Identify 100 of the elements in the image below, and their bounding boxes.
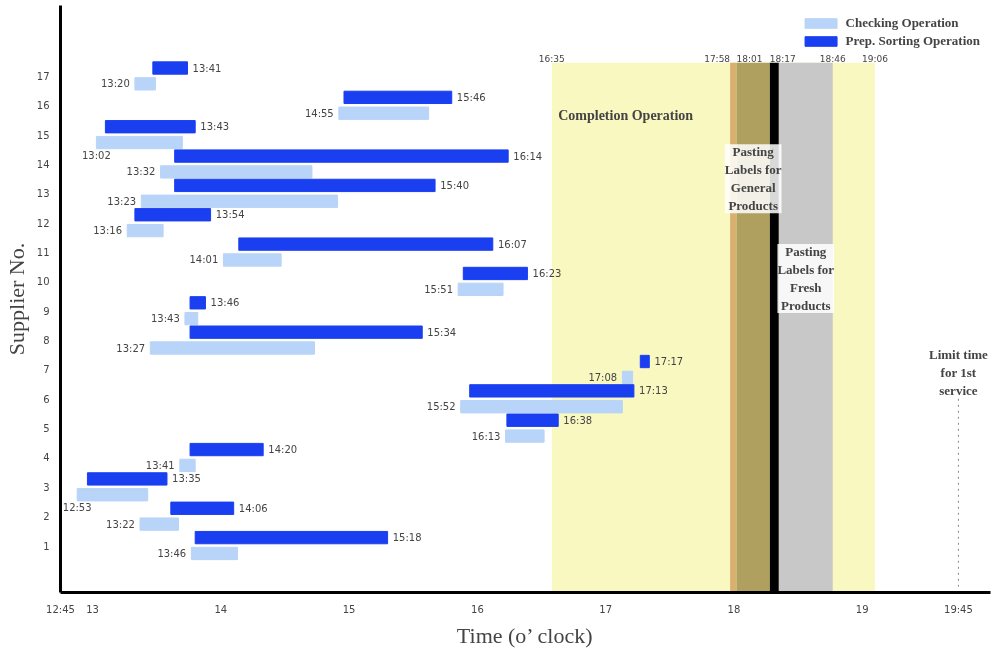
y-tick-label: 17 xyxy=(36,70,50,82)
ref-line-label: Limit time for 1st service xyxy=(929,346,989,398)
bar xyxy=(189,442,264,457)
annotation: 13:43 xyxy=(200,121,230,133)
bar xyxy=(95,135,183,150)
x-tick-label: 17 xyxy=(599,603,613,615)
x-tick-label: 13 xyxy=(86,603,99,615)
annotation: 13:43 xyxy=(150,313,180,325)
annotation: 14:01 xyxy=(189,254,219,266)
annotation: 15:34 xyxy=(427,326,457,338)
annotation: 13:35 xyxy=(172,473,201,485)
x-axis-title: Time (o’ clock) xyxy=(456,622,593,648)
bar xyxy=(140,194,339,208)
y-tick-label: 13 xyxy=(36,188,50,200)
bar xyxy=(506,413,559,427)
x-tick-label: 14 xyxy=(214,603,228,615)
annotation: 14:55 xyxy=(304,107,334,119)
annotation: 17:13 xyxy=(639,385,668,397)
annotation: 15:52 xyxy=(426,401,456,413)
bar xyxy=(621,370,634,385)
y-tick-label: 6 xyxy=(43,393,50,405)
y-tick-label: 14 xyxy=(36,158,50,170)
annotation: 13:20 xyxy=(100,78,130,90)
bar xyxy=(86,472,168,486)
x-tick-label: 18 xyxy=(727,603,741,615)
annotation: 15:51 xyxy=(424,283,454,295)
x-tick-label: 12:45 xyxy=(46,603,75,615)
annotation: 15:46 xyxy=(456,91,486,103)
y-tick-label: 5 xyxy=(43,423,50,435)
y-tick-label: 15 xyxy=(36,129,50,141)
y-tick-label: 2 xyxy=(43,511,50,523)
bar xyxy=(190,546,239,561)
annotation: 19:06 xyxy=(862,53,889,64)
bar xyxy=(152,61,188,75)
y-tick-label: 8 xyxy=(43,335,50,347)
annotation: 13:23 xyxy=(107,195,137,207)
annotation: 17:08 xyxy=(588,371,618,383)
annotation: 16:35 xyxy=(538,53,565,64)
bar xyxy=(462,266,528,281)
annotation: 12:53 xyxy=(62,502,92,514)
annotation: 13:41 xyxy=(192,62,222,74)
y-tick-label: 10 xyxy=(36,276,50,288)
y-tick-label: 7 xyxy=(43,364,50,376)
bar xyxy=(76,488,149,502)
bar xyxy=(160,165,313,179)
x-tick-label: 19:45 xyxy=(944,603,973,615)
bar xyxy=(505,429,545,443)
bar xyxy=(179,458,196,473)
y-tick-label: 4 xyxy=(43,452,50,464)
y-tick-label: 16 xyxy=(36,100,50,112)
annotation: 16:23 xyxy=(532,267,562,279)
bar xyxy=(134,77,156,91)
bar xyxy=(189,325,423,339)
annotation: 17:17 xyxy=(654,356,684,368)
y-axis-title: Supplier No. xyxy=(3,242,29,356)
annotation: 18:17 xyxy=(769,53,796,64)
annotation: 17:58 xyxy=(704,53,731,64)
annotation: 18:01 xyxy=(736,53,763,64)
x-tick-label: 16 xyxy=(471,603,484,615)
bar xyxy=(194,530,389,545)
bar xyxy=(189,296,206,310)
bar xyxy=(184,312,199,326)
annotation: 13:27 xyxy=(116,342,146,354)
annotation: 16:14 xyxy=(513,150,543,162)
bar xyxy=(222,253,282,267)
bar xyxy=(343,90,453,105)
bar xyxy=(460,400,623,414)
bar xyxy=(134,208,212,222)
y-tick-label: 9 xyxy=(43,305,50,317)
bar xyxy=(338,106,430,120)
bar xyxy=(469,384,635,398)
x-tick-label: 15 xyxy=(342,603,356,615)
annotation: 13:22 xyxy=(106,518,135,530)
band-label: Pasting Labels for Fresh Products xyxy=(777,243,835,313)
bar xyxy=(149,341,315,355)
bar xyxy=(238,237,494,251)
bar xyxy=(639,354,650,369)
y-tick-label: 11 xyxy=(36,247,50,259)
annotation: 16:13 xyxy=(471,430,501,442)
bar xyxy=(104,120,196,134)
bar xyxy=(139,517,180,531)
y-tick-label: 1 xyxy=(43,540,50,552)
legend-label: Prep. Sorting Operation xyxy=(845,33,980,49)
annotation: 13:41 xyxy=(145,459,175,471)
annotation: 18:46 xyxy=(819,53,846,64)
bar xyxy=(174,149,509,163)
bar xyxy=(126,223,164,238)
annotation: 15:18 xyxy=(392,532,422,544)
y-tick-label: 3 xyxy=(43,481,50,493)
legend-label: Checking Operation xyxy=(845,15,959,31)
bar xyxy=(170,501,235,515)
y-tick-label: 12 xyxy=(36,217,50,229)
annotation: 13:16 xyxy=(93,225,123,237)
annotation: 16:07 xyxy=(497,238,527,250)
annotation: 13:46 xyxy=(157,547,187,559)
bar xyxy=(457,282,504,296)
annotation: 13:02 xyxy=(82,149,111,161)
annotation: 15:40 xyxy=(440,179,470,191)
x-tick-label: 19 xyxy=(855,603,869,615)
bar xyxy=(174,178,436,193)
